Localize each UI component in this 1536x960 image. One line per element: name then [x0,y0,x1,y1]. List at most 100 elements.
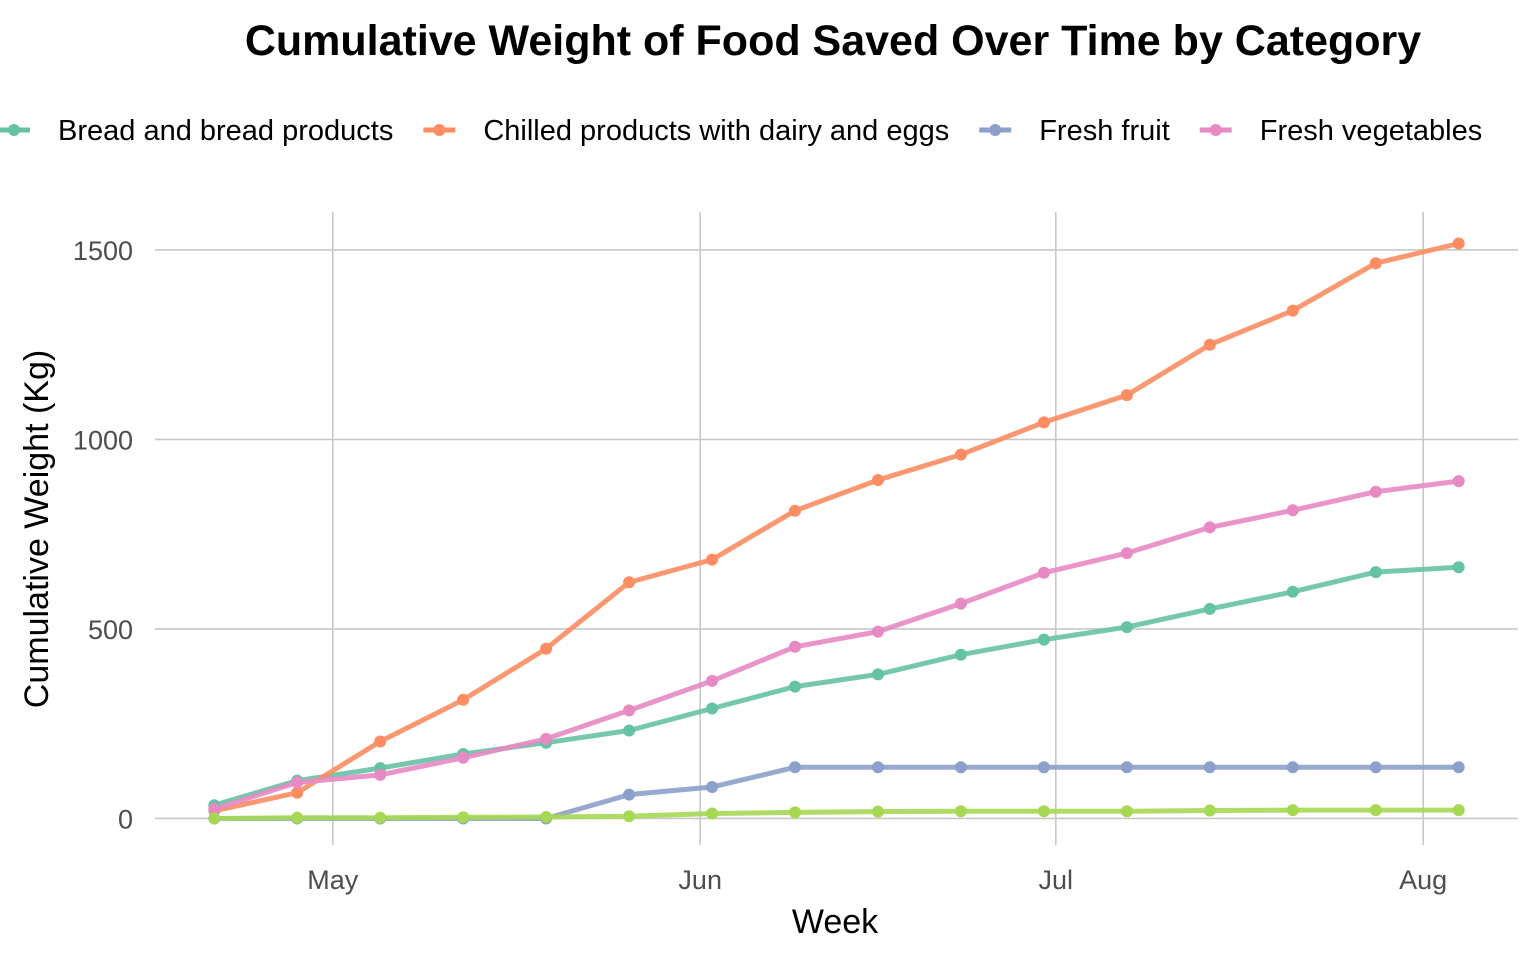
data-point [872,625,884,638]
data-point [374,735,387,748]
data-point [1452,561,1465,574]
data-point [1452,804,1465,817]
data-point [1037,416,1050,429]
data-point [954,805,967,818]
legend-label: Fresh vegetables [1260,115,1482,147]
y-tick-label: 1000 [73,425,133,455]
data-point [1369,804,1382,817]
data-point [789,806,801,819]
data-point [1203,761,1216,774]
data-point [1120,621,1133,634]
legend-key-point [989,124,1002,136]
legend-item: Bread and bread products [0,115,393,147]
legend-item: Fresh vegetables [1199,115,1482,147]
data-point [954,761,967,774]
y-axis-title: Cumulative Weight (Kg) [18,350,56,708]
data-point [1037,805,1050,818]
data-point [623,704,636,717]
y-tick-label: 0 [118,804,133,834]
x-tick-label: May [307,865,359,895]
legend-label: Fresh fruit [1039,115,1170,147]
x-tick-label: Jul [1039,865,1074,895]
data-point [291,776,304,789]
data-point [1369,761,1382,774]
data-point [540,642,553,655]
data-point [1369,566,1382,579]
data-point [1120,389,1133,402]
data-point [789,504,801,517]
legend-key-point [433,124,446,136]
data-point [954,648,967,661]
data-point [789,640,801,653]
data-point [1286,304,1299,317]
data-point [1037,566,1050,579]
data-point [1037,761,1050,774]
data-point [374,768,387,781]
x-tick-label: Aug [1399,865,1447,895]
data-point [623,810,636,823]
data-point [1286,804,1299,817]
series-lines [211,241,1462,821]
data-point [706,553,719,566]
data-point [1120,805,1133,818]
data-point [1203,521,1216,534]
data-point [1369,257,1382,270]
y-tick-label: 500 [88,615,133,645]
x-axis-title: Week [792,903,879,941]
legend-item: Fresh fruit [979,115,1170,147]
data-point [1286,761,1299,774]
data-point [1286,504,1299,517]
legend-item: Chilled products with dairy and eggs [423,115,949,147]
series-line-3 [211,478,1462,812]
chart-title: Cumulative Weight of Food Saved Over Tim… [245,17,1421,65]
data-point [789,761,801,774]
data-point [623,788,636,801]
y-tick-label: 1500 [73,236,133,266]
legend-label: Chilled products with dairy and eggs [483,115,949,147]
data-point [1203,602,1216,615]
data-point [457,751,470,764]
grid [155,212,1518,845]
data-point [1120,761,1133,774]
data-point [706,807,719,820]
data-point [1037,633,1050,646]
data-point [706,674,719,687]
data-point [1369,485,1382,498]
legend-key-point [8,124,20,136]
data-point [954,597,967,610]
data-point [291,811,304,824]
data-point [1120,547,1133,560]
data-point [872,474,884,486]
data-point [706,781,719,793]
data-point [1452,237,1465,250]
data-point [457,693,470,706]
data-point [540,811,553,823]
series-points [208,237,1465,825]
data-point [540,732,553,745]
data-point [208,803,221,815]
data-point [954,448,967,461]
data-point [623,576,636,589]
data-point [872,668,884,681]
data-point [1203,338,1216,351]
x-tick-label: Jun [678,865,722,895]
series-line-0 [211,564,1462,808]
data-point [872,805,884,818]
legend: Bread and bread products Chilled products… [0,115,1482,147]
data-point [789,680,801,693]
legend-key-point [1209,124,1222,136]
data-point [872,761,884,774]
data-point [1452,761,1465,774]
data-point [1286,585,1299,598]
x-axis: May Jun Jul Aug [307,865,1447,895]
data-point [1452,475,1465,488]
data-point [457,811,470,824]
data-point [208,812,221,825]
data-point [374,811,387,824]
legend-label: Bread and bread products [58,115,393,147]
data-point [623,724,636,737]
y-axis: 0 500 1000 1500 [73,236,133,835]
data-point [706,702,719,715]
